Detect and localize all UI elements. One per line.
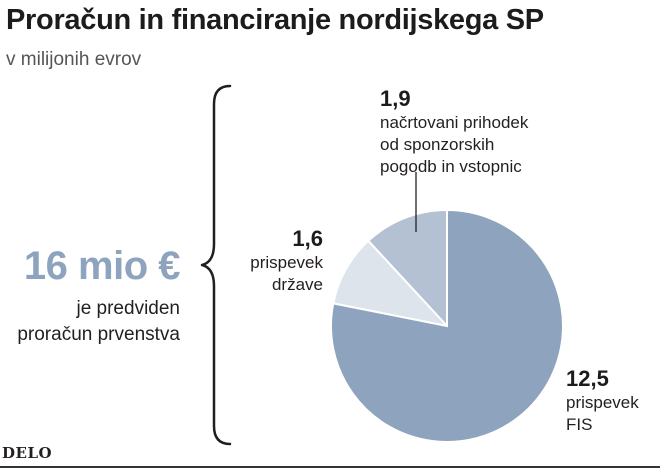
pie-slice-sponsors <box>366 208 448 329</box>
slice-text-fis-2: FIS <box>566 415 593 434</box>
total-desc-line-2: proračun prvenstva <box>17 324 180 345</box>
slice-value-sponsors: 1,9 <box>380 86 411 111</box>
source-logo: DELO <box>2 444 53 462</box>
total-budget-description: je predviden proračun prvenstva <box>17 296 180 348</box>
slice-text-sponsors-2: od sponzorskih <box>380 135 495 154</box>
total-budget-value: 16 mio € <box>23 244 181 288</box>
slice-value-fis: 12,5 <box>566 366 609 391</box>
slice-label-state: 1,6 prispevek države <box>250 226 323 296</box>
total-desc-line-1: je predviden <box>76 298 180 319</box>
chart-title: Proračun in financiranje nordijskega SP <box>6 4 544 36</box>
slice-text-state-1: prispevek <box>250 253 323 272</box>
slice-text-state-2: države <box>271 275 323 294</box>
pie-slice-state <box>332 239 450 328</box>
slice-label-fis: 12,5 prispevek FIS <box>566 366 639 436</box>
bottom-rule <box>0 466 660 468</box>
slice-text-sponsors-3: pogodb in vstopnic <box>380 157 522 176</box>
chart-subtitle: v milijonih evrov <box>6 49 142 70</box>
slice-text-fis-1: prispevek <box>566 393 639 412</box>
slice-text-sponsors-1: načrtovani prihodek <box>380 113 529 132</box>
pie-slice-fis <box>330 208 564 443</box>
slice-value-state: 1,6 <box>292 226 323 251</box>
slice-label-sponsors: 1,9 načrtovani prihodek od sponzorskih p… <box>380 86 528 178</box>
curly-brace <box>200 84 232 446</box>
